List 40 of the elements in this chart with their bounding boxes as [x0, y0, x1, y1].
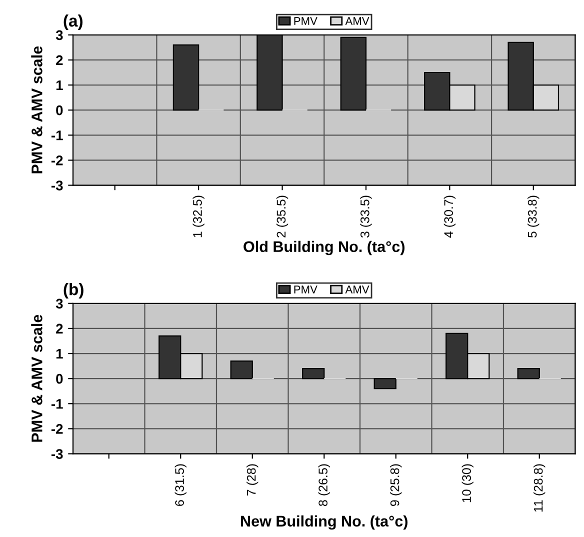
bar — [517, 368, 540, 380]
x-tick-label: 5 (33.8) — [528, 196, 540, 238]
y-tick-label: 3 — [56, 298, 63, 309]
y-axis-title: PMV & AMV scale — [31, 314, 42, 442]
y-tick-label: 0 — [56, 374, 63, 384]
y-tick-label: -1 — [51, 130, 63, 140]
y-tick-label: -2 — [51, 424, 63, 434]
legend-label: PMV — [294, 286, 318, 294]
y-tick-label: -1 — [51, 399, 63, 409]
bar — [302, 368, 325, 380]
x-tick-label: 6 (31.5) — [174, 464, 186, 506]
chart-title: (a) — [64, 14, 82, 30]
y-tick-label: 2 — [56, 324, 63, 334]
y-tick-label: 3 — [56, 30, 63, 40]
y-tick-label: 1 — [56, 80, 63, 90]
legend-label: AMV — [345, 286, 370, 294]
y-tick-label: -2 — [51, 156, 63, 166]
x-tick-label: 4 (30.7) — [444, 196, 456, 238]
x-axis-title: New Building No. (ta°c) — [241, 515, 408, 530]
y-tick-label: 1 — [56, 349, 63, 359]
x-tick-label: 2 (35.5) — [276, 196, 288, 238]
y-axis-title: PMV & AMV scale — [31, 46, 42, 174]
chart-title: (b) — [64, 282, 84, 299]
x-axis-title: Old Building No. (ta°c) — [244, 240, 404, 256]
x-tick-label: 1 (32.5) — [192, 196, 204, 238]
x-tick-label: 11 (28.8) — [534, 464, 546, 512]
x-tick-label: 9 (25.8) — [390, 464, 402, 506]
x-tick-label: 10 (30) — [462, 464, 474, 502]
legend-label: PMV — [294, 17, 318, 25]
y-tick-label: 2 — [56, 55, 63, 65]
x-tick-label: 3 (33.5) — [360, 196, 372, 238]
y-tick-label: 0 — [56, 105, 63, 116]
bar — [230, 360, 253, 380]
bar — [172, 44, 200, 111]
bar — [374, 378, 396, 390]
x-tick-label: 8 (26.5) — [318, 464, 330, 506]
y-tick-label: -3 — [51, 180, 63, 190]
y-tick-label: -3 — [51, 449, 63, 459]
legend-label: AMV — [345, 17, 370, 25]
x-tick-label: 7 (28) — [246, 464, 258, 496]
